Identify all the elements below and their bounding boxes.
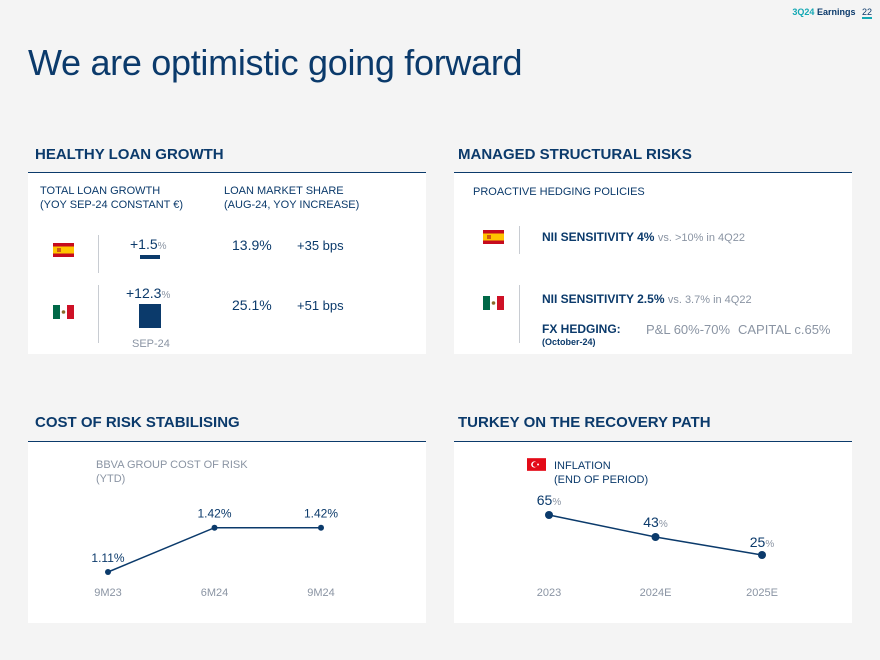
data-point (105, 569, 111, 575)
loan-market-share-label: LOAN MARKET SHARE (AUG-24, YOY INCREASE) (224, 185, 360, 211)
data-point (318, 524, 324, 531)
divider (519, 285, 520, 343)
divider (98, 285, 99, 343)
x-tick-label: 2025E (746, 587, 778, 599)
loan-growth-panel: TOTAL LOAN GROWTH (YOY SEP-24 CONSTANT €… (28, 173, 426, 354)
cost-of-risk-title: COST OF RISK STABILISING (35, 414, 240, 431)
mexico-flag-icon (483, 296, 504, 310)
data-point (211, 524, 218, 531)
fx-hedging-label: FX HEDGING: (542, 322, 621, 336)
total-loan-growth-label: TOTAL LOAN GROWTH (YOY SEP-24 CONSTANT €… (40, 185, 184, 211)
spain-share-increase: +35 bps (297, 238, 344, 253)
header-earnings: Earnings (816, 7, 856, 17)
spain-flag-icon (53, 243, 74, 257)
x-tick-label: 9M24 (307, 587, 335, 599)
cost-of-risk-chart: 1.11% 9M23 1.42% 6M24 1.42% 9M24 (91, 507, 338, 599)
mexico-share-increase: +51 bps (297, 298, 344, 313)
cost-of-risk-rule (28, 441, 426, 442)
turkey-title: TURKEY ON THE RECOVERY PATH (458, 414, 711, 431)
mexico-loan-growth: +12.3% (126, 285, 171, 301)
data-label: 65% (537, 492, 562, 508)
spain-market-share: 13.9% (232, 237, 272, 253)
header-quarter: 3Q24 (792, 7, 815, 17)
structural-risks-title: MANAGED STRUCTURAL RISKS (458, 146, 692, 163)
structural-risks-panel: PROACTIVE HEDGING POLICIES NII SENSITIVI… (454, 173, 852, 354)
fx-pl-hedge: P&L 60%-70% (646, 322, 731, 337)
data-label: 1.42% (304, 507, 338, 521)
mexico-growth-bar (139, 304, 161, 328)
divider (98, 235, 99, 273)
data-label: 43% (643, 514, 668, 530)
structural-risks-rule (454, 172, 852, 173)
inflation-chart: 65% 2023 43% 2024E 25% 2025E (537, 492, 778, 599)
page-title: We are optimistic going forward (28, 42, 523, 83)
spain-growth-bar (140, 255, 160, 259)
series-line (107, 526, 321, 573)
x-tick-label: 2024E (640, 587, 672, 599)
inflation-chart-label: INFLATION (END OF PERIOD) (554, 460, 649, 486)
page-number: 22 (861, 7, 872, 19)
divider (519, 226, 520, 254)
spain-nii-sensitivity: NII SENSITIVITY 4% vs. >10% in 4Q22 (542, 230, 745, 244)
data-label: 1.11% (91, 551, 124, 565)
mexico-nii-sensitivity: NII SENSITIVITY 2.5% vs. 3.7% in 4Q22 (542, 292, 752, 306)
data-point (545, 511, 553, 519)
data-point (651, 533, 660, 541)
x-tick-label: 2023 (537, 587, 561, 599)
loan-growth-rule (28, 172, 426, 173)
x-tick-label: 9M23 (94, 587, 122, 599)
loan-growth-title: HEALTHY LOAN GROWTH (35, 146, 224, 163)
cost-of-risk-panel: BBVA GROUP COST OF RISK (YTD) 1.11% 9M23 1… (28, 442, 426, 623)
fx-capital-hedge: CAPITAL c.65% (738, 322, 831, 337)
data-point (758, 551, 766, 559)
turkey-rule (454, 441, 852, 442)
turkey-panel: INFLATION (END OF PERIOD) 65% 2023 43% 2024… (454, 442, 852, 623)
date-footer: SEP-24 (132, 338, 170, 350)
slide-header: 3Q24 Earnings 22 (792, 7, 872, 19)
turkey-flag-icon (527, 458, 546, 471)
spain-flag-icon (483, 230, 504, 244)
data-label: 25% (750, 534, 775, 550)
mexico-flag-icon (53, 305, 74, 319)
hedging-subtitle: PROACTIVE HEDGING POLICIES (473, 186, 645, 198)
x-tick-label: 6M24 (201, 587, 229, 599)
data-label: 1.42% (197, 507, 231, 521)
mexico-market-share: 25.1% (232, 297, 272, 313)
spain-loan-growth: +1.5% (130, 236, 167, 252)
fx-hedging-date: (October-24) (542, 337, 596, 347)
cost-of-risk-chart-label: BBVA GROUP COST OF RISK (YTD) (96, 459, 248, 485)
